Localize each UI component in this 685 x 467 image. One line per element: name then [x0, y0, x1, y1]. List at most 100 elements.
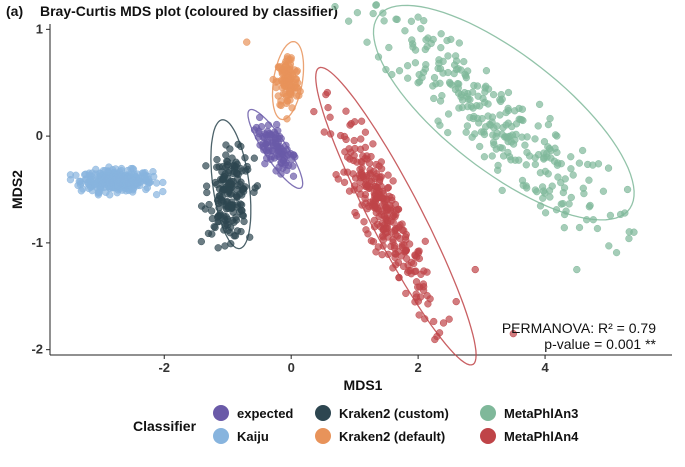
x-axis-label: MDS1 [344, 377, 383, 393]
data-point-kaiju [75, 177, 83, 186]
data-point-kraken2-custom [202, 162, 210, 170]
data-point-metaphlan3 [508, 122, 516, 131]
data-point-metaphlan3 [490, 141, 498, 149]
data-point-metaphlan4 [324, 103, 332, 112]
data-point-metaphlan3 [429, 82, 437, 90]
legend-item-metaphlan4: MetaPhlAn4 [480, 428, 578, 444]
data-point-kraken2-custom [214, 244, 222, 252]
data-point-kaiju [66, 176, 75, 184]
data-point-metaphlan3 [462, 128, 470, 136]
mds-scatter-plot: -2 0 2 4 -2 -1 0 1 MDS1 MDS2 [9, 1, 672, 393]
data-point-kaiju [122, 187, 130, 195]
data-point-kaiju [133, 170, 142, 178]
data-point-kraken2-custom [233, 185, 241, 194]
data-point-metaphlan3 [488, 118, 496, 126]
data-point-metaphlan3 [444, 110, 453, 118]
data-point-kraken2-custom [250, 188, 258, 196]
legend-swatch-metaphlan4 [480, 428, 496, 444]
data-point-metaphlan3 [417, 25, 425, 33]
data-point-metaphlan3 [463, 122, 472, 130]
data-point-metaphlan4 [361, 190, 370, 199]
data-point-metaphlan3 [519, 116, 527, 125]
data-point-kaiju [106, 191, 114, 199]
data-point-metaphlan4 [426, 295, 434, 303]
legend-label-kraken2-custom: Kraken2 (custom) [339, 405, 449, 421]
data-point-expected [281, 161, 290, 169]
data-point-metaphlan3 [585, 176, 593, 184]
data-point-metaphlan4 [420, 267, 428, 275]
data-point-expected [280, 154, 289, 163]
data-point-metaphlan3 [531, 160, 539, 169]
data-point-metaphlan3 [480, 130, 489, 139]
data-point-kraken2-custom [222, 141, 230, 149]
data-point-metaphlan3 [439, 69, 447, 77]
data-point-metaphlan4 [356, 165, 364, 173]
permanova-annotation: PERMANOVA: R² = 0.79 p-value = 0.001 ** [460, 320, 656, 352]
data-point-kraken2-custom [228, 162, 237, 170]
data-point-metaphlan3 [504, 104, 512, 113]
data-point-metaphlan3 [482, 67, 491, 75]
data-point-metaphlan3 [544, 120, 553, 129]
y-axis-label: MDS2 [9, 170, 25, 209]
data-point-metaphlan4 [402, 254, 411, 263]
data-point-metaphlan4 [439, 319, 448, 327]
data-point-metaphlan4 [405, 240, 414, 248]
data-point-metaphlan3 [421, 45, 429, 54]
data-point-metaphlan3 [476, 142, 484, 151]
data-point-metaphlan3 [553, 132, 561, 140]
data-point-metaphlan3 [466, 113, 474, 122]
data-point-kaiju [104, 167, 112, 175]
data-point-metaphlan3 [430, 73, 439, 82]
data-point-metaphlan3 [489, 90, 498, 99]
data-point-metaphlan3 [429, 35, 437, 44]
legend-label-expected: expected [237, 405, 294, 421]
data-point-metaphlan3 [583, 216, 591, 224]
chart-title: Bray-Curtis MDS plot (coloured by classi… [40, 3, 338, 19]
data-point-metaphlan4 [336, 131, 345, 140]
data-point-metaphlan3 [436, 79, 444, 87]
data-point-metaphlan3 [567, 165, 575, 173]
data-point-metaphlan3 [497, 97, 505, 106]
data-point-kraken2-default [279, 69, 287, 77]
data-point-metaphlan4 [326, 113, 334, 121]
data-point-metaphlan4 [359, 172, 368, 181]
data-point-metaphlan4 [383, 224, 391, 233]
data-point-expected [260, 134, 268, 142]
legend-item-metaphlan3: MetaPhlAn3 [480, 405, 578, 421]
data-point-expected [276, 142, 284, 151]
data-point-metaphlan3 [420, 17, 428, 25]
data-point-expected [289, 162, 297, 170]
data-point-metaphlan3 [534, 122, 542, 130]
legend-swatch-metaphlan3 [480, 405, 496, 421]
data-point-metaphlan3 [623, 185, 632, 194]
legend-swatch-expected [213, 405, 229, 421]
series-kaiju [66, 163, 167, 199]
data-point-metaphlan3 [565, 200, 573, 208]
data-point-metaphlan3 [482, 123, 490, 131]
permanova-pvalue-text: p-value = 0.001 ** [544, 336, 656, 352]
data-point-metaphlan4 [414, 283, 422, 291]
data-point-metaphlan3 [522, 161, 530, 169]
data-point-metaphlan3 [395, 67, 404, 75]
data-point-metaphlan3 [438, 91, 446, 100]
data-point-metaphlan3 [482, 82, 490, 90]
data-point-metaphlan4 [346, 155, 354, 163]
data-point-kraken2-default [287, 54, 295, 62]
data-point-metaphlan4 [402, 289, 410, 298]
data-point-metaphlan3 [578, 146, 587, 155]
data-point-metaphlan4 [357, 135, 365, 143]
data-point-kaiju [106, 179, 115, 187]
data-point-metaphlan4 [405, 266, 413, 275]
data-point-metaphlan3 [444, 128, 452, 137]
data-point-metaphlan3 [531, 154, 539, 162]
data-point-metaphlan3 [484, 100, 492, 108]
data-point-expected [273, 120, 281, 129]
data-point-kraken2-custom [222, 151, 230, 159]
data-point-kraken2-custom [208, 230, 216, 238]
x-tick-label: 0 [288, 360, 295, 375]
data-point-metaphlan3 [594, 160, 603, 168]
data-point-metaphlan3 [498, 144, 506, 152]
data-point-metaphlan3 [544, 143, 552, 151]
data-point-kraken2-default [285, 87, 294, 95]
data-point-kraken2-custom [239, 187, 248, 196]
